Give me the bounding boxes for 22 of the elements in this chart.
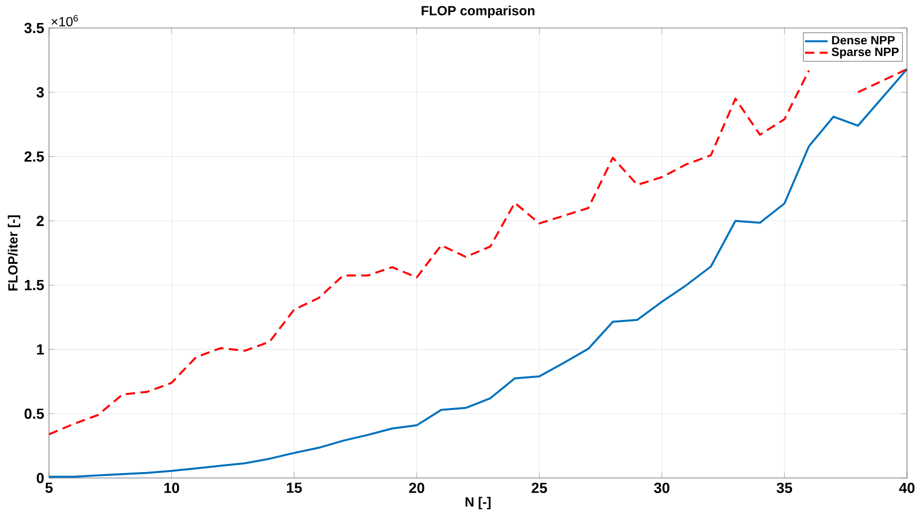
y-tick-label: 1 bbox=[37, 344, 44, 354]
x-tick-label: 10 bbox=[164, 482, 180, 494]
x-tick-label: 15 bbox=[286, 482, 302, 493]
y-tick-label: 1.5 bbox=[24, 280, 44, 290]
y-tick-label: 3.5 bbox=[24, 22, 44, 34]
y-tick-label: 0 bbox=[36, 472, 44, 484]
y-tick-label: 0.5 bbox=[24, 408, 44, 419]
x-tick-label: 30 bbox=[654, 482, 670, 494]
x-tick-label: 25 bbox=[532, 482, 547, 494]
x-tick-label: 5 bbox=[45, 482, 53, 493]
y-tick-label: 3 bbox=[36, 87, 44, 98]
y-axis-title: FLOP/iter [-] bbox=[8, 215, 20, 290]
x-tick-label: 35 bbox=[776, 482, 792, 494]
chart-title: FLOP comparison bbox=[422, 6, 534, 18]
text: ×10$^{6}$ bbox=[52, 14, 78, 26]
y-tick-label: 2 bbox=[36, 216, 44, 226]
legend-label: Dense NPP bbox=[832, 36, 895, 44]
y-tick-label: 2.5 bbox=[24, 151, 44, 162]
legend-label: Sparse NPP bbox=[832, 48, 899, 58]
x-tick-label: 40 bbox=[899, 482, 915, 494]
x-axis-title: N [-] bbox=[466, 496, 491, 510]
x-tick-label: 20 bbox=[409, 482, 424, 494]
